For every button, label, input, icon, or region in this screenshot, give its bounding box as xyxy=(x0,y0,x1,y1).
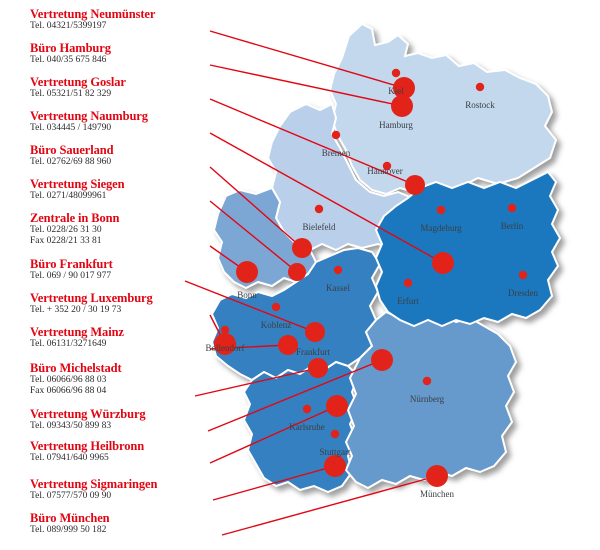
office-label-wuerzburg[interactable]: Vertretung Würzburg Tel. 09343/50 899 83 xyxy=(30,408,210,432)
office-contact-line: Tel. 069 / 90 017 977 xyxy=(30,271,112,281)
city-label: Erfurt xyxy=(397,296,419,306)
office-title: Büro Michelstadt xyxy=(30,361,122,375)
office-contact-line: Fax 0228/21 33 81 xyxy=(30,236,102,246)
city-label: Bielefeld xyxy=(302,222,336,232)
city-label: Berlin xyxy=(500,221,524,231)
office-contact-line: Tel. 0271/48099961 xyxy=(30,191,107,201)
office-title: Vertretung Luxemburg xyxy=(30,291,153,305)
office-contact-line: Tel. 06131/3271649 xyxy=(30,339,107,349)
office-label-heilbronn[interactable]: Vertretung Heilbronn Tel. 07941/640 9965 xyxy=(30,440,210,464)
office-contact-line: Tel. 07941/640 9965 xyxy=(30,453,109,463)
office-title: Vertretung Goslar xyxy=(30,75,126,89)
office-title: Vertretung Sigmaringen xyxy=(30,477,158,491)
office-title: Vertretung Naumburg xyxy=(30,109,148,123)
office-title: Vertretung Siegen xyxy=(30,177,125,191)
office-label-michelstadt[interactable]: Büro Michelstadt Tel. 06066/96 88 03 Fax 0… xyxy=(30,362,210,397)
city-label: Nürnberg xyxy=(409,394,445,404)
office-contact-line: Tel. 089/999 50 182 xyxy=(30,525,107,535)
city-label: Bremen xyxy=(321,148,351,158)
office-title: Büro München xyxy=(30,511,110,525)
map-landmass xyxy=(210,22,562,494)
city-label: Dresden xyxy=(508,288,538,298)
office-contact-line: Tel. 06066/96 88 03 xyxy=(30,375,107,385)
office-label-naumburg[interactable]: Vertretung Naumburg Tel. 034445 / 149790 xyxy=(30,110,210,134)
office-label-goslar[interactable]: Vertretung Goslar Tel. 05321/51 82 329 xyxy=(30,76,210,100)
office-title: Vertretung Würzburg xyxy=(30,407,146,421)
city-label: Hamburg xyxy=(379,120,413,130)
office-contact-line: Tel. 040/35 675 846 xyxy=(30,55,107,65)
city-label: Kassel xyxy=(326,283,350,293)
city-label: Karlsruhe xyxy=(289,422,325,432)
city-label: Koblenz xyxy=(260,320,292,330)
office-label-muenchen[interactable]: Büro München Tel. 089/999 50 182 xyxy=(30,512,210,536)
region-schleswig-holstein-mecklenburg xyxy=(328,22,558,196)
city-label: Magdeburg xyxy=(420,223,462,233)
city-label: Kiel xyxy=(388,86,404,96)
office-title: Büro Sauerland xyxy=(30,143,114,157)
city-label: München xyxy=(420,489,454,499)
office-title: Vertretung Neumünster xyxy=(30,7,156,21)
city-label: Stuttgart xyxy=(319,447,351,457)
office-contact-line: Tel. 0228/26 31 30 xyxy=(30,225,102,235)
office-contact-line: Tel. 07577/570 09 90 xyxy=(30,491,112,501)
office-label-neumuenster[interactable]: Vertretung Neumünster Tel. 04321/5399197 xyxy=(30,8,210,32)
city-label: Hannover xyxy=(367,166,403,176)
office-title: Büro Hamburg xyxy=(30,41,111,55)
office-contact-line: Tel. 04321/5399197 xyxy=(30,21,107,31)
office-title: Büro Frankfurt xyxy=(30,257,113,271)
office-label-sigmaringen[interactable]: Vertretung Sigmaringen Tel. 07577/570 09 … xyxy=(30,478,210,502)
office-label-siegen[interactable]: Vertretung Siegen Tel. 0271/48099961 xyxy=(30,178,210,202)
office-label-luxemburg[interactable]: Vertretung Luxemburg Tel. + 352 20 / 30 1… xyxy=(30,292,210,316)
office-title: Vertretung Heilbronn xyxy=(30,439,145,453)
city-label: Bollendorf xyxy=(205,343,245,353)
office-contact-line: Tel. 05321/51 82 329 xyxy=(30,89,112,99)
office-label-column: Vertretung Neumünster Tel. 04321/5399197 B… xyxy=(0,0,215,550)
office-contact-line: Tel. 034445 / 149790 xyxy=(30,123,112,133)
office-title: Zentrale in Bonn xyxy=(30,211,120,225)
city-label: Bonn xyxy=(237,290,257,300)
office-contact-line: Fax 06066/96 88 04 xyxy=(30,386,107,396)
office-label-frankfurt[interactable]: Büro Frankfurt Tel. 069 / 90 017 977 xyxy=(30,258,210,282)
office-label-mainz[interactable]: Vertretung Mainz Tel. 06131/3271649 xyxy=(30,326,210,350)
office-label-sauerland[interactable]: Büro Sauerland Tel. 02762/69 88 960 xyxy=(30,144,210,168)
office-label-hamburg[interactable]: Büro Hamburg Tel. 040/35 675 846 xyxy=(30,42,210,66)
city-label: Rostock xyxy=(465,100,495,110)
office-contact-line: Tel. + 352 20 / 30 19 73 xyxy=(30,305,122,315)
city-label: Frankfurt xyxy=(296,347,330,357)
office-contact-line: Tel. 09343/50 899 83 xyxy=(30,421,112,431)
office-title: Vertretung Mainz xyxy=(30,325,124,339)
office-contact-line: Tel. 02762/69 88 960 xyxy=(30,157,112,167)
office-label-bonn[interactable]: Zentrale in Bonn Tel. 0228/26 31 30 Fax 02… xyxy=(30,212,210,247)
